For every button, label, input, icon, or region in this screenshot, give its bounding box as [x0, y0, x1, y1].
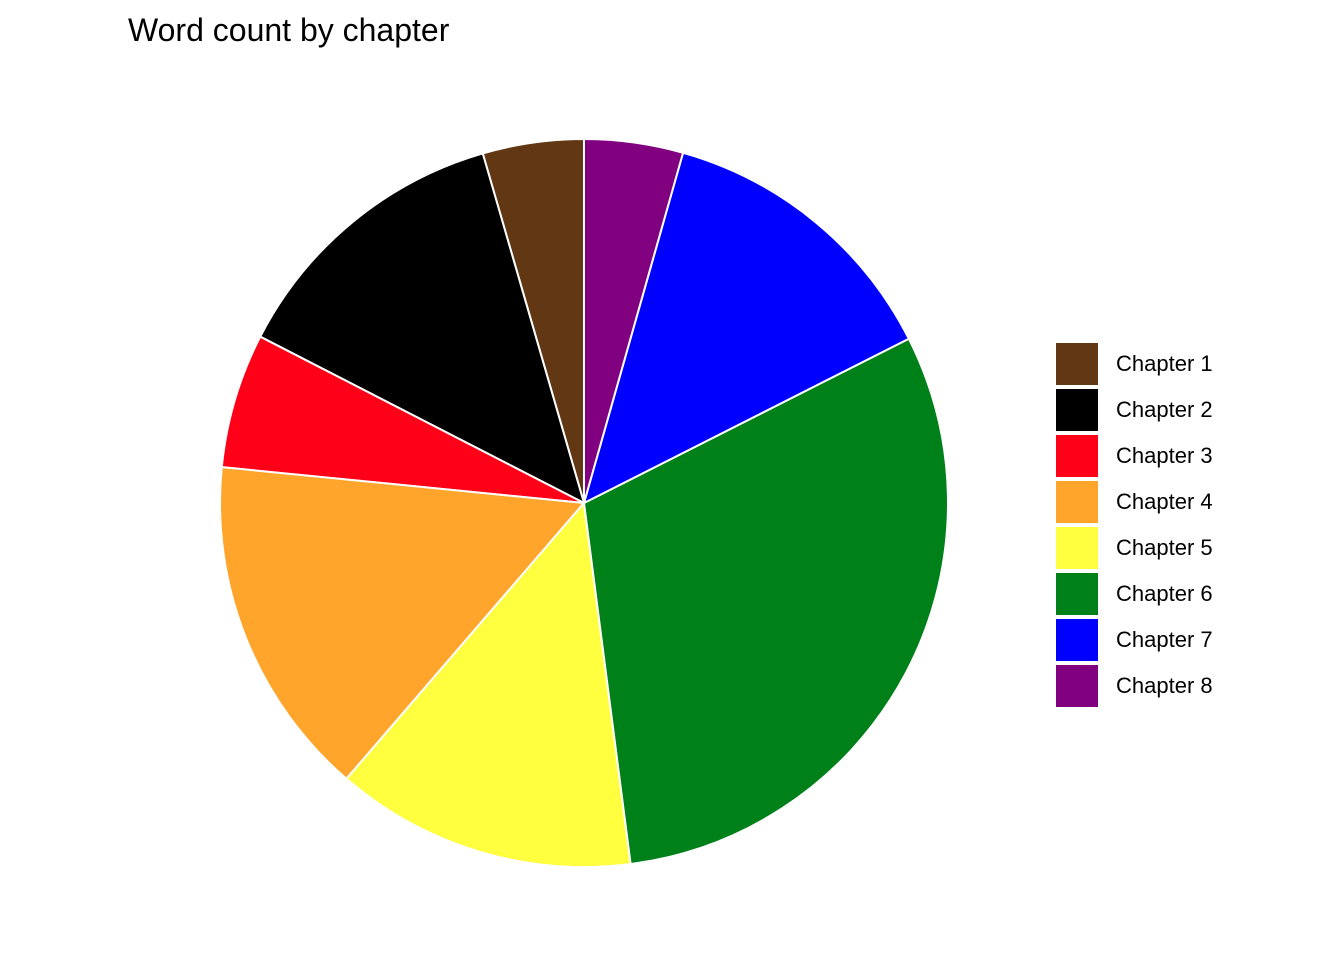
pie-slice-chapter-6: [583, 337, 949, 865]
legend-item-chapter-7: Chapter 7: [1056, 617, 1213, 663]
legend-item-chapter-8: Chapter 8: [1056, 663, 1213, 709]
legend-swatch: [1056, 343, 1098, 385]
legend-item-chapter-4: Chapter 4: [1056, 479, 1213, 525]
legend-item-chapter-5: Chapter 5: [1056, 525, 1213, 571]
legend-swatch: [1056, 435, 1098, 477]
chart-title: Word count by chapter: [128, 12, 450, 48]
pie-slice-chapter-4: [219, 466, 585, 780]
legend-swatch: [1056, 481, 1098, 523]
pie-slice-chapter-7: [583, 151, 910, 504]
legend-swatch: [1056, 389, 1098, 431]
legend-label: Chapter 3: [1116, 443, 1213, 468]
legend-label: Chapter 5: [1116, 535, 1213, 560]
legend-label: Chapter 1: [1116, 351, 1213, 376]
pie-slice-chapter-3: [220, 335, 585, 504]
legend-item-chapter-6: Chapter 6: [1056, 571, 1213, 617]
legend: Chapter 1 Chapter 2 Chapter 3 Chapter 4 Chap…: [1056, 341, 1213, 709]
legend-swatch: [1056, 619, 1098, 661]
legend-label: Chapter 6: [1116, 581, 1213, 606]
legend-label: Chapter 7: [1116, 627, 1213, 652]
legend-label: Chapter 2: [1116, 397, 1213, 422]
legend-swatch: [1056, 573, 1098, 615]
legend-swatch: [1056, 527, 1098, 569]
pie-slice-chapter-2: [259, 152, 585, 504]
legend-swatch: [1056, 665, 1098, 707]
pie-slice-chapter-8: [583, 138, 685, 504]
legend-item-chapter-1: Chapter 1: [1056, 341, 1213, 387]
legend-item-chapter-3: Chapter 3: [1056, 433, 1213, 479]
legend-label: Chapter 8: [1116, 673, 1213, 698]
pie-slice-chapter-5: [345, 502, 632, 868]
legend-label: Chapter 4: [1116, 489, 1213, 514]
legend-item-chapter-2: Chapter 2: [1056, 387, 1213, 433]
